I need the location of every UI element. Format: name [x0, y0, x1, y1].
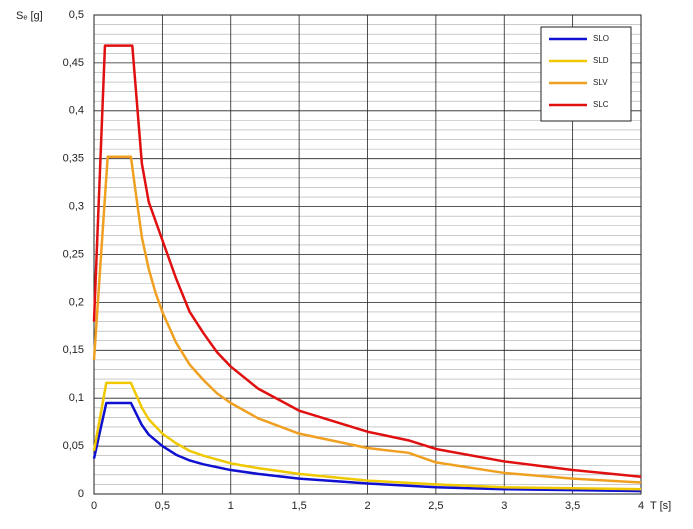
- x-tick-label: 0: [91, 500, 97, 512]
- legend-label: SLV: [593, 78, 608, 87]
- y-tick-label: 0,1: [69, 392, 84, 404]
- series-line: [92, 155, 642, 484]
- x-tick-label: 4: [638, 500, 644, 512]
- series-line: [92, 44, 642, 479]
- x-tick-label: 2,5: [428, 500, 443, 512]
- series-line: [92, 381, 642, 491]
- plot-frame: [93, 14, 642, 495]
- y-tick-label: 0: [78, 488, 84, 500]
- x-tick-label: 1: [228, 500, 234, 512]
- y-tick-label: 0,2: [69, 296, 84, 308]
- y-tick-label: 0,25: [63, 248, 84, 260]
- legend-label: SLO: [593, 34, 609, 43]
- y-tick-label: 0,4: [69, 105, 84, 117]
- x-tick-label: 2: [364, 500, 370, 512]
- x-tick-label: 1,5: [291, 500, 306, 512]
- x-tick-label: 0,5: [155, 500, 170, 512]
- y-tick-label: 0,3: [69, 201, 84, 213]
- y-tick-label: 0,05: [63, 440, 84, 452]
- legend-label: SLC: [593, 100, 609, 109]
- x-tick-label: 3: [501, 500, 507, 512]
- legend-box: [540, 26, 632, 122]
- y-tick-label: 0,5: [69, 9, 84, 21]
- y-tick-label: 0,15: [63, 344, 84, 356]
- legend-label: SLD: [593, 56, 609, 65]
- y-tick-label: 0,35: [63, 153, 84, 165]
- x-tick-label: 3,5: [565, 500, 580, 512]
- y-tick-label: 0,45: [63, 57, 84, 69]
- series-line: [92, 401, 642, 493]
- x-axis-label: T [s]: [650, 500, 671, 512]
- y-axis-label: Sₑ [g]: [16, 10, 43, 22]
